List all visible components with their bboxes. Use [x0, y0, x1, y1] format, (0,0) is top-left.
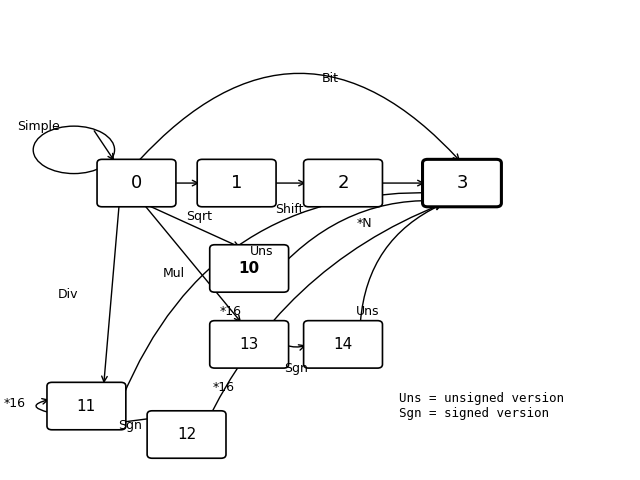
Text: *N: *N	[357, 217, 372, 230]
Text: Uns: Uns	[250, 245, 273, 258]
Text: *16: *16	[213, 381, 235, 394]
Text: 10: 10	[239, 261, 260, 276]
FancyBboxPatch shape	[197, 159, 276, 207]
Text: 2: 2	[337, 174, 349, 192]
Text: 12: 12	[177, 427, 196, 442]
FancyBboxPatch shape	[97, 159, 176, 207]
Text: Div: Div	[58, 288, 78, 301]
Text: 3: 3	[456, 174, 468, 192]
FancyBboxPatch shape	[422, 159, 501, 207]
Text: Uns = unsigned version
Sgn = signed version: Uns = unsigned version Sgn = signed vers…	[399, 392, 564, 420]
FancyBboxPatch shape	[47, 383, 126, 430]
Text: *16: *16	[220, 305, 241, 318]
FancyArrowPatch shape	[340, 182, 358, 200]
Text: 13: 13	[239, 337, 259, 352]
FancyBboxPatch shape	[210, 321, 289, 368]
FancyArrowPatch shape	[36, 398, 49, 412]
Text: Mul: Mul	[163, 267, 185, 280]
Text: *16: *16	[3, 397, 26, 410]
Text: Sqrt: Sqrt	[186, 210, 212, 223]
Text: Sgn: Sgn	[118, 419, 142, 432]
Text: Sgn: Sgn	[284, 361, 308, 374]
FancyBboxPatch shape	[210, 245, 289, 292]
FancyBboxPatch shape	[147, 411, 226, 458]
Text: Simple: Simple	[17, 120, 60, 132]
Text: 1: 1	[231, 174, 243, 192]
Text: 11: 11	[77, 398, 96, 414]
FancyArrowPatch shape	[243, 343, 261, 361]
Text: 0: 0	[131, 174, 142, 192]
Text: Uns: Uns	[356, 305, 380, 318]
Text: Bit: Bit	[322, 72, 339, 85]
Text: 14: 14	[333, 337, 353, 352]
Text: Shift: Shift	[276, 203, 304, 216]
FancyBboxPatch shape	[303, 159, 383, 207]
FancyArrowPatch shape	[243, 267, 261, 286]
FancyBboxPatch shape	[303, 321, 383, 368]
